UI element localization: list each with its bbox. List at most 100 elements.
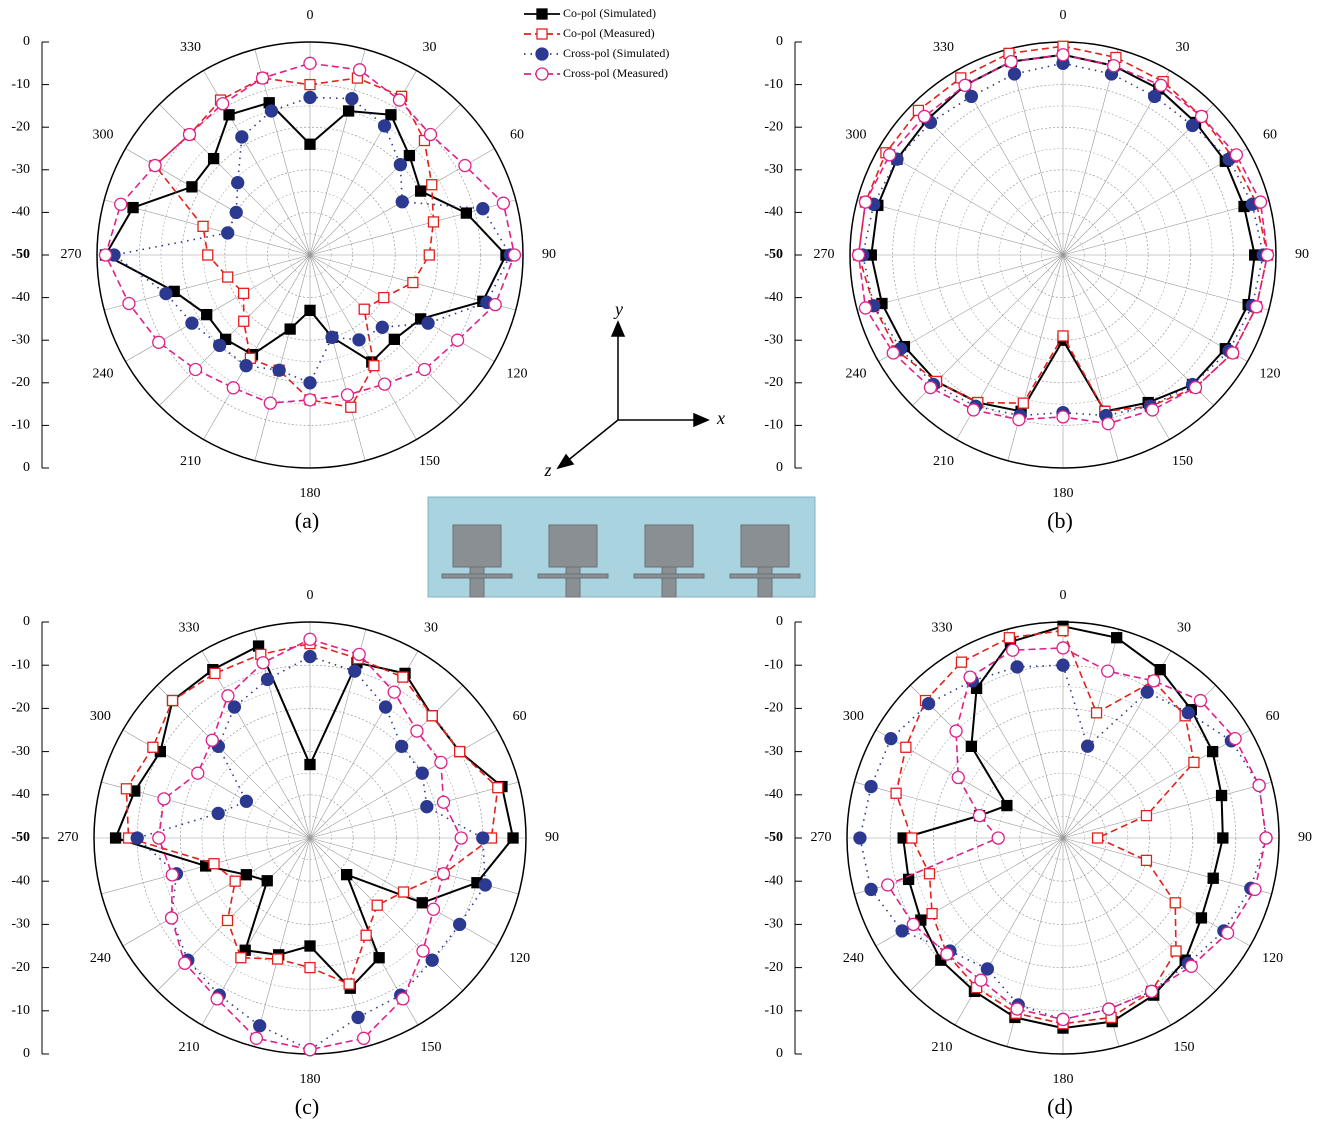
marker — [1222, 927, 1234, 939]
marker — [227, 382, 239, 394]
r-tick-label: -20 — [11, 960, 30, 975]
marker — [262, 876, 272, 886]
r-tick-label: -30 — [11, 917, 30, 932]
spoke — [123, 838, 310, 946]
marker — [417, 945, 429, 957]
theta-tick-label: 150 — [1172, 454, 1193, 469]
marker — [959, 79, 971, 91]
theta-tick-label: 270 — [61, 247, 82, 262]
marker — [455, 832, 467, 844]
marker — [236, 131, 248, 143]
marker — [1253, 779, 1265, 791]
legend-label: Cross-pol (Measured) — [563, 66, 668, 80]
marker — [397, 993, 409, 1005]
spoke — [310, 255, 365, 461]
theta-tick-label: 180 — [300, 1072, 321, 1087]
figure: y x z -50-40-40-30-30-20-20-10-100003060… — [0, 0, 1324, 1130]
r-tick-label: -20 — [764, 701, 783, 716]
marker — [1146, 404, 1158, 416]
marker — [241, 870, 251, 880]
marker — [459, 160, 471, 172]
marker — [346, 93, 358, 105]
marker — [386, 110, 396, 120]
theta-tick-label: 300 — [846, 128, 867, 143]
marker — [223, 272, 233, 282]
r-tick-label: 0 — [776, 460, 783, 475]
marker — [1260, 832, 1272, 844]
marker — [1171, 946, 1181, 956]
marker — [254, 1020, 266, 1032]
marker — [305, 760, 315, 770]
spoke — [857, 255, 1063, 310]
marker — [211, 993, 223, 1005]
theta-tick-label: 90 — [1298, 830, 1312, 845]
chart-caption: (c) — [295, 1094, 319, 1119]
marker — [1149, 90, 1161, 102]
r-tick-label: -40 — [764, 290, 783, 305]
marker — [209, 859, 219, 869]
theta-tick-label: 330 — [179, 621, 200, 636]
legend-marker — [537, 9, 547, 19]
spoke — [1063, 255, 1269, 310]
r-tick-label: -20 — [764, 375, 783, 390]
r-tick-label: -40 — [764, 787, 783, 802]
r-tick-label: -40 — [11, 873, 30, 888]
legend-label: Co-pol (Simulated) — [563, 6, 656, 20]
marker — [379, 378, 391, 390]
marker — [1190, 382, 1202, 394]
theta-tick-label: 0 — [307, 588, 314, 603]
marker — [128, 203, 138, 213]
marker — [1057, 659, 1069, 671]
marker — [927, 909, 937, 919]
marker — [992, 832, 1004, 844]
marker — [1057, 1013, 1069, 1025]
marker — [508, 249, 520, 261]
marker — [239, 288, 249, 298]
r-tick-label: -30 — [11, 744, 30, 759]
r-tick-label: 0 — [23, 460, 30, 475]
marker — [304, 1044, 316, 1056]
marker — [190, 363, 202, 375]
r-tick-label: -30 — [764, 917, 783, 932]
marker — [305, 139, 315, 149]
marker — [398, 672, 408, 682]
marker — [924, 382, 936, 394]
theta-tick-label: 30 — [424, 621, 438, 636]
legend-label: Cross-pol (Simulated) — [563, 46, 669, 60]
marker — [1230, 149, 1242, 161]
marker — [865, 781, 877, 793]
marker — [1189, 757, 1199, 767]
marker — [452, 334, 464, 346]
coordinate-axes — [558, 322, 708, 468]
marker — [212, 807, 224, 819]
marker — [426, 954, 438, 966]
theta-tick-label: 60 — [510, 128, 524, 143]
marker — [907, 833, 917, 843]
legend-marker — [536, 68, 548, 80]
marker — [1141, 686, 1153, 698]
marker — [1141, 855, 1151, 865]
marker — [230, 876, 240, 886]
theta-tick-label: 210 — [179, 1040, 200, 1055]
marker — [352, 1011, 364, 1023]
marker — [388, 686, 400, 698]
marker — [153, 832, 165, 844]
theta-tick-label: 300 — [90, 709, 111, 724]
marker — [477, 203, 489, 215]
theta-tick-label: 330 — [932, 621, 953, 636]
marker — [1008, 68, 1020, 80]
marker — [1208, 747, 1218, 757]
marker — [975, 974, 987, 986]
marker — [455, 747, 465, 757]
antenna-photo — [428, 497, 815, 597]
chart-caption: (b) — [1047, 508, 1073, 533]
marker — [887, 347, 899, 359]
theta-tick-label: 270 — [58, 830, 79, 845]
r-tick-label: -10 — [764, 657, 783, 672]
marker — [1227, 347, 1239, 359]
marker — [224, 110, 234, 120]
theta-tick-label: 210 — [180, 454, 201, 469]
marker — [304, 57, 316, 69]
marker — [1005, 56, 1017, 68]
r-tick-label: -50 — [764, 247, 783, 262]
